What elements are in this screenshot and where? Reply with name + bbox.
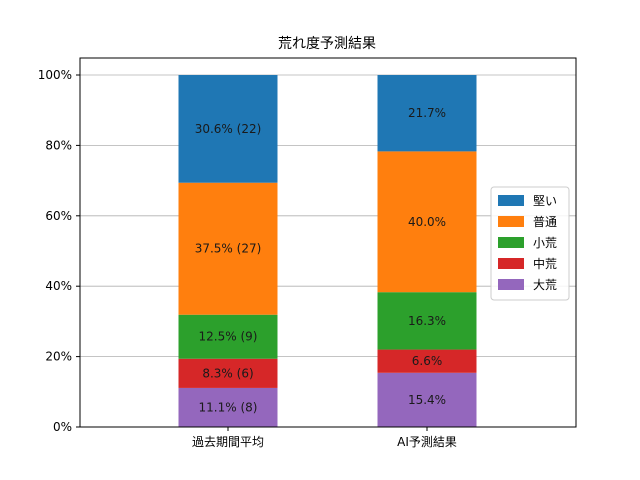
- legend-label: 中荒: [533, 256, 557, 271]
- legend-label: 小荒: [533, 236, 557, 250]
- data-label: 21.7%: [408, 106, 446, 120]
- y-tick-label: 80%: [45, 138, 72, 152]
- x-tick-label: AI予測結果: [397, 435, 457, 449]
- chart-title: 荒れ度予測結果: [278, 36, 376, 52]
- data-label: 40.0%: [408, 215, 446, 229]
- legend-box: [490, 186, 570, 301]
- bar-segment: [377, 292, 477, 350]
- data-label: 37.5% (27): [195, 242, 262, 256]
- data-label: 16.3%: [408, 314, 446, 328]
- y-tick-label: 0%: [53, 420, 72, 434]
- legend-swatch: [498, 216, 524, 227]
- bar-segment: [377, 151, 477, 293]
- data-label: 12.5% (9): [199, 330, 258, 344]
- x-tick-label: 過去期間平均: [192, 435, 264, 449]
- data-label: 30.6% (22): [195, 122, 262, 136]
- bar-segment: [178, 358, 278, 388]
- legend-swatch: [498, 279, 524, 290]
- bar-segment: [178, 387, 278, 427]
- data-label: 11.1% (8): [199, 400, 258, 414]
- bars: [178, 75, 477, 427]
- y-tick-label: 20%: [45, 350, 72, 364]
- data-label: 6.6%: [412, 354, 443, 368]
- bar-segment: [178, 314, 278, 359]
- legend-label: 大荒: [533, 278, 557, 292]
- y-tick-label: 40%: [45, 279, 72, 293]
- y-axis-ticks: 0% 20% 40% 60% 80% 100%: [38, 68, 80, 434]
- legend-swatch: [498, 258, 524, 269]
- bar-segment: [377, 75, 477, 152]
- data-label: 8.3% (6): [202, 366, 253, 380]
- bar-labels: 11.1% (8) 8.3% (6) 12.5% (9) 37.5% (27) 30.6…: [195, 106, 446, 414]
- y-tick-label: 60%: [45, 209, 72, 223]
- x-axis-ticks: 過去期間平均 AI予測結果: [192, 427, 457, 449]
- y-tick-label: 100%: [38, 68, 72, 82]
- data-label: 15.4%: [408, 393, 446, 407]
- bar-segment: [178, 182, 278, 315]
- legend-label: 普通: [533, 215, 557, 229]
- legend-swatch: [498, 237, 524, 248]
- legend-swatch: [498, 195, 524, 206]
- bar-segment: [377, 372, 477, 427]
- axes-frame: [79, 57, 577, 428]
- bar-segment: [178, 75, 278, 183]
- legend-label: 堅い: [533, 194, 557, 208]
- bar-segment: [377, 349, 477, 373]
